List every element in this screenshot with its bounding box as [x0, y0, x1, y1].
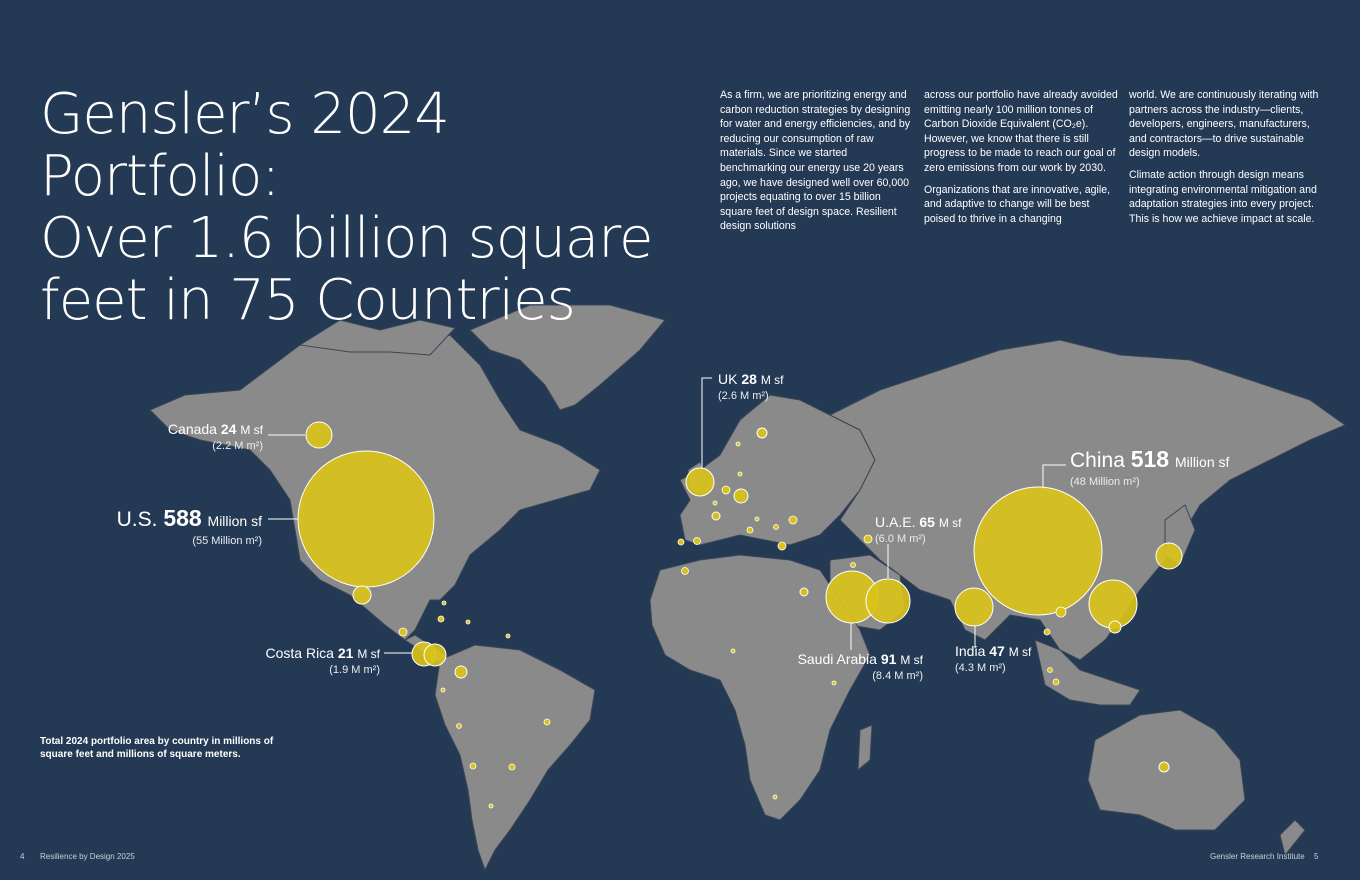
label-uae: U.A.E. 65 M sf (6.0 M m²) [875, 514, 962, 545]
country-unit: Million sf [1174, 454, 1230, 470]
country-value: 588 [163, 505, 202, 531]
bubble-qatar [799, 587, 809, 597]
new-zealand-land [1279, 819, 1306, 857]
body-column-2: across our portfolio have already avoide… [924, 88, 1118, 233]
body-paragraph: world. We are continuously iterating wit… [1129, 89, 1319, 160]
country-unit: M sf [357, 647, 380, 661]
country-value: 28 [741, 371, 757, 387]
body-paragraph: Climate action through design means inte… [1129, 168, 1317, 225]
bubble-india [954, 587, 994, 627]
label-china: China 518 Million sf (48 Million m²) [1070, 446, 1229, 488]
bubble-uae [865, 578, 911, 624]
country-value: 47 [989, 643, 1005, 659]
land-masses [149, 304, 1347, 872]
title-line: Over 1.6 billion square [40, 206, 653, 271]
bubble-japan [1155, 542, 1183, 570]
body-column-1: As a firm, we are prioritizing energy an… [720, 88, 914, 241]
body-paragraph: across our portfolio have already avoide… [924, 89, 1118, 174]
europe-land [679, 394, 876, 546]
page-title: Gensler’s 2024 Portfolio: Over 1.6 billi… [40, 84, 680, 332]
footer-left-page-number: 4 [20, 852, 25, 861]
bubble-australia [1158, 761, 1170, 773]
title-line: Gensler’s 2024 Portfolio: [40, 82, 450, 209]
country-metric: (4.3 M m²) [955, 662, 1006, 674]
country-name: UK [718, 371, 738, 387]
country-name: U.A.E. [875, 514, 916, 530]
country-unit: M sf [900, 653, 923, 667]
country-value: 65 [919, 514, 935, 530]
body-paragraph: As a firm, we are prioritizing energy an… [720, 89, 911, 233]
footer-left-text: Resilience by Design 2025 [40, 852, 135, 861]
bubble-sweden [756, 427, 768, 439]
country-unit: M sf [760, 373, 784, 387]
title-line: feet in 75 Countries [40, 268, 576, 333]
label-india: India 47 M sf (4.3 M m²) [955, 643, 1031, 674]
map-caption: Total 2024 portfolio area by country in … [40, 736, 274, 760]
label-canada: Canada 24 M sf (2.2 M m²) [140, 421, 263, 452]
country-value: 24 [220, 421, 237, 437]
body-paragraph: Organizations that are innovative, agile… [924, 183, 1111, 225]
country-metric: (6.0 M m²) [875, 533, 926, 545]
country-metric: (2.6 M m²) [718, 390, 769, 402]
country-unit: M sf [240, 423, 263, 437]
country-metric: (2.2 M m²) [212, 440, 263, 452]
bubble-mexico [352, 585, 372, 605]
country-value: 518 [1130, 446, 1170, 472]
country-metric: (48 Million m²) [1070, 476, 1140, 488]
footer-right-text: Gensler Research Institute [1210, 852, 1305, 861]
south-america-land [434, 644, 596, 872]
bubble-uk [685, 467, 715, 497]
country-metric: (55 Million m²) [192, 535, 262, 547]
country-name: Costa Rica [265, 645, 334, 661]
country-metric: (1.9 M m²) [329, 664, 380, 676]
bubble-us [297, 450, 435, 588]
arctic-islands-land [298, 319, 456, 356]
southeast-asia-land [1034, 639, 1141, 706]
bubble-panama [423, 643, 447, 667]
china-leader-line [1042, 464, 1066, 490]
africa-land [649, 554, 871, 821]
minor-markers [398, 441, 1067, 809]
footer-right-page-number: 5 [1314, 852, 1319, 861]
country-name: India [955, 643, 986, 659]
bubble-netherlands [733, 488, 749, 504]
madagascar-land [857, 724, 873, 772]
country-value: 21 [337, 645, 354, 661]
body-column-3: world. We are continuously iterating wit… [1129, 88, 1323, 233]
label-costa-rica: Costa Rica 21 M sf (1.9 M m²) [240, 645, 381, 676]
country-name: Canada [167, 421, 217, 437]
country-name: U.S. [116, 508, 158, 531]
country-metric: (8.4 M m²) [872, 670, 923, 682]
country-value: 91 [880, 651, 897, 667]
bubble-france [711, 511, 721, 521]
greenland-land [469, 304, 666, 411]
bubble-hong-kong [1088, 579, 1138, 629]
bubble-singapore [1108, 620, 1122, 634]
country-name: Saudi Arabia [797, 651, 877, 667]
country-unit: Million sf [207, 513, 262, 529]
label-us: U.S. 588 Million sf (55 Million m²) [100, 505, 262, 547]
bubbles [297, 421, 1183, 773]
bubble-colombia [454, 665, 468, 679]
uk-leader-line [701, 377, 712, 468]
label-saudi-arabia: Saudi Arabia 91 M sf (8.4 M m²) [760, 651, 923, 682]
country-unit: M sf [938, 516, 962, 530]
country-unit: M sf [1008, 645, 1032, 659]
country-name: China [1070, 449, 1125, 472]
bubble-canada [305, 421, 333, 449]
leader-lines [268, 377, 1066, 654]
label-uk: UK 28 M sf (2.6 M m²) [718, 371, 783, 402]
bubble-china [973, 486, 1103, 616]
